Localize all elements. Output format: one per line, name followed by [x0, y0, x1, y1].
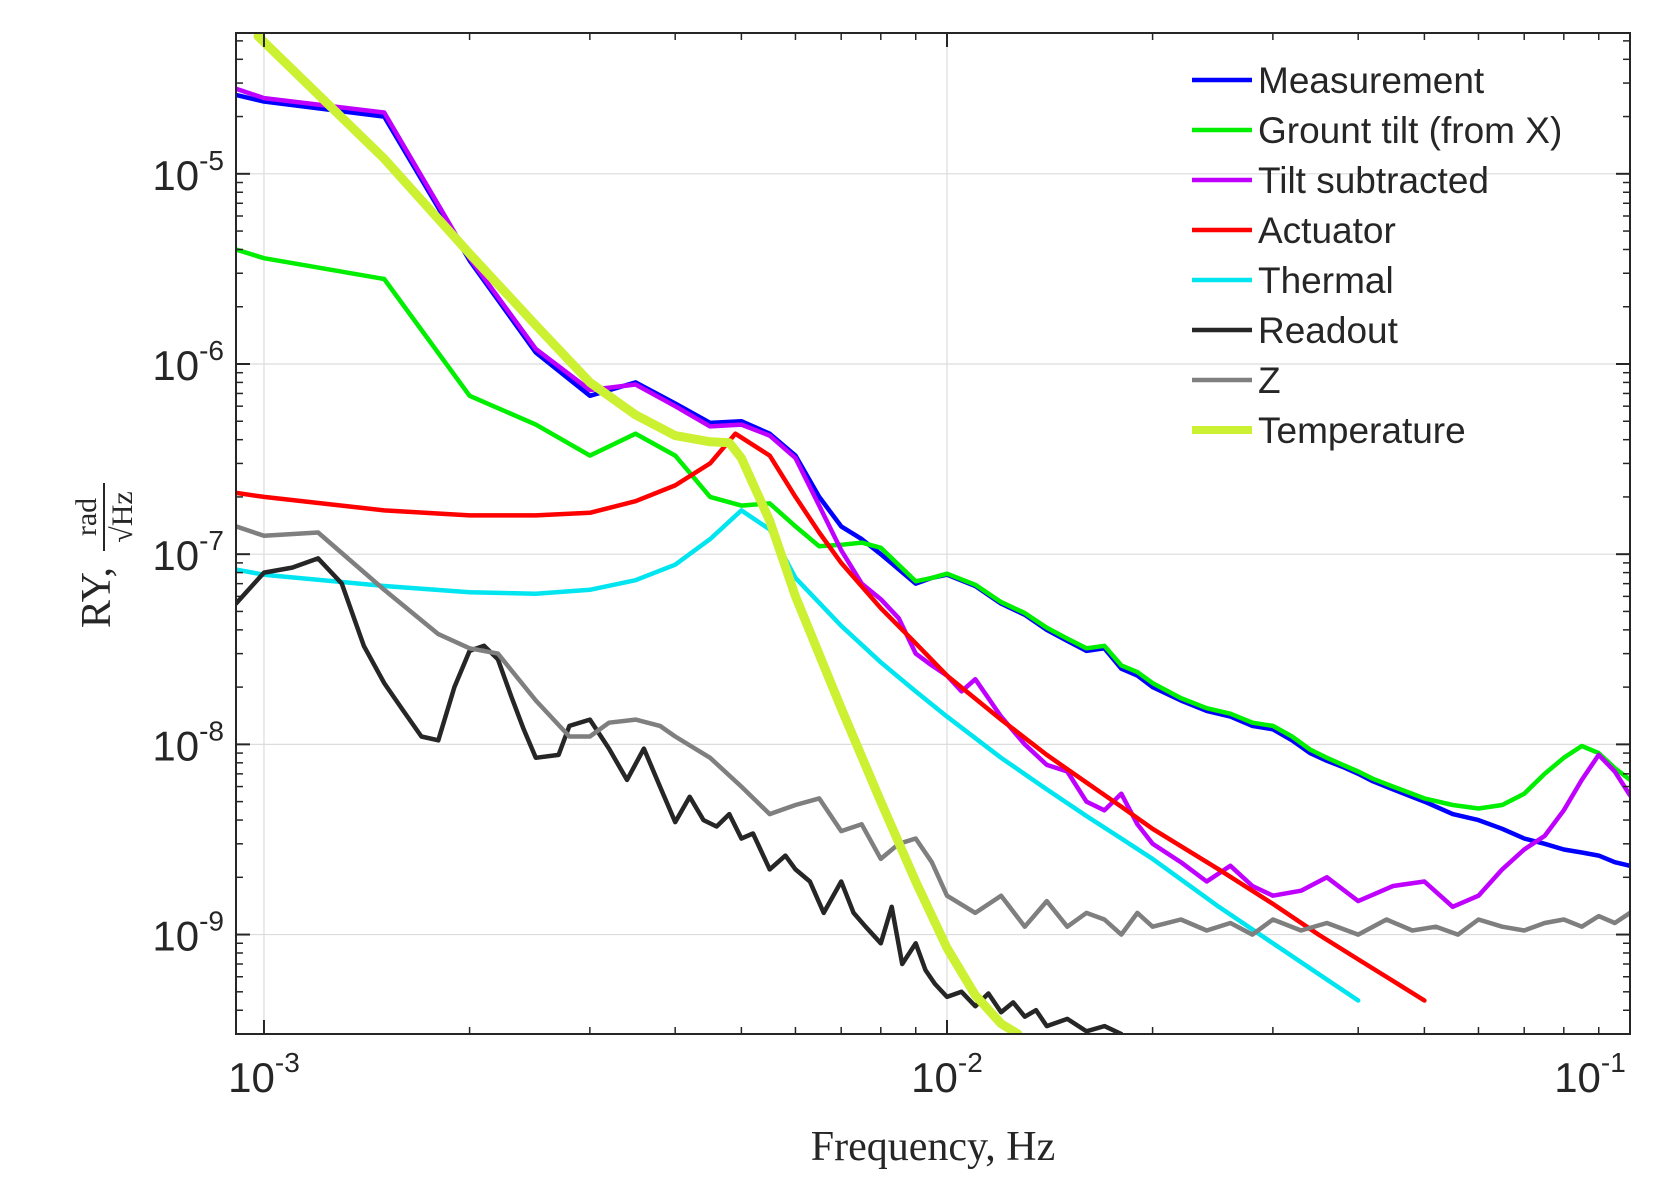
- legend-label: Measurement: [1258, 60, 1485, 101]
- legend: Measurement Grount tilt (from X) Tilt subt…: [1192, 60, 1562, 451]
- series-layer: [236, 33, 1630, 1034]
- y-tick-label: 10-7: [152, 525, 224, 579]
- legend-label: Z: [1258, 360, 1281, 401]
- x-tick-label: 10-2: [911, 1047, 983, 1101]
- x-axis-label: Frequency, Hz: [811, 1124, 1056, 1170]
- legend-item-temperature: Temperature: [1192, 410, 1466, 451]
- legend-item-thermal: Thermal: [1192, 260, 1394, 301]
- legend-label: Grount tilt (from X): [1258, 110, 1562, 151]
- legend-label: Actuator: [1258, 210, 1396, 251]
- y-axis-label-main: RY,: [74, 567, 120, 628]
- legend-label: Readout: [1258, 310, 1399, 351]
- legend-item-grount-tilt-from-x: Grount tilt (from X): [1192, 110, 1562, 151]
- y-axis-label-denominator: √Hz: [106, 491, 139, 542]
- legend-item-readout: Readout: [1192, 310, 1399, 351]
- tick-marks: [236, 33, 1631, 1035]
- x-tick-label: 10-3: [228, 1047, 300, 1101]
- plot-frame: [235, 32, 1631, 1035]
- y-axis-label: RY, rad √Hz: [70, 483, 139, 628]
- y-tick-label: 10-5: [152, 145, 224, 199]
- series-line-temperature: [253, 33, 1023, 1034]
- y-axis-label-numerator: rad: [70, 498, 103, 536]
- legend-label: Thermal: [1258, 260, 1394, 301]
- legend-item-z: Z: [1192, 360, 1281, 401]
- y-tick-label: 10-6: [152, 335, 224, 389]
- legend-item-measurement: Measurement: [1192, 60, 1485, 101]
- legend-item-actuator: Actuator: [1192, 210, 1396, 251]
- x-tick-labels: 10-3 10-2 10-1: [228, 1047, 1626, 1101]
- y-tick-label: 10-9: [152, 906, 224, 960]
- y-tick-labels: 10-9 10-8 10-7 10-6 10-5: [152, 145, 224, 960]
- x-tick-label: 10-1: [1554, 1047, 1626, 1101]
- legend-item-tilt-subtracted: Tilt subtracted: [1192, 160, 1489, 201]
- series-line-actuator: [236, 431, 1427, 1003]
- legend-label: Tilt subtracted: [1258, 160, 1489, 201]
- series-line-z: [236, 524, 1630, 937]
- series-line-grount-tilt-from-x: [236, 247, 1630, 811]
- legend-label: Temperature: [1258, 410, 1466, 451]
- series-line-thermal: [236, 508, 1361, 1003]
- y-tick-label: 10-8: [152, 715, 224, 769]
